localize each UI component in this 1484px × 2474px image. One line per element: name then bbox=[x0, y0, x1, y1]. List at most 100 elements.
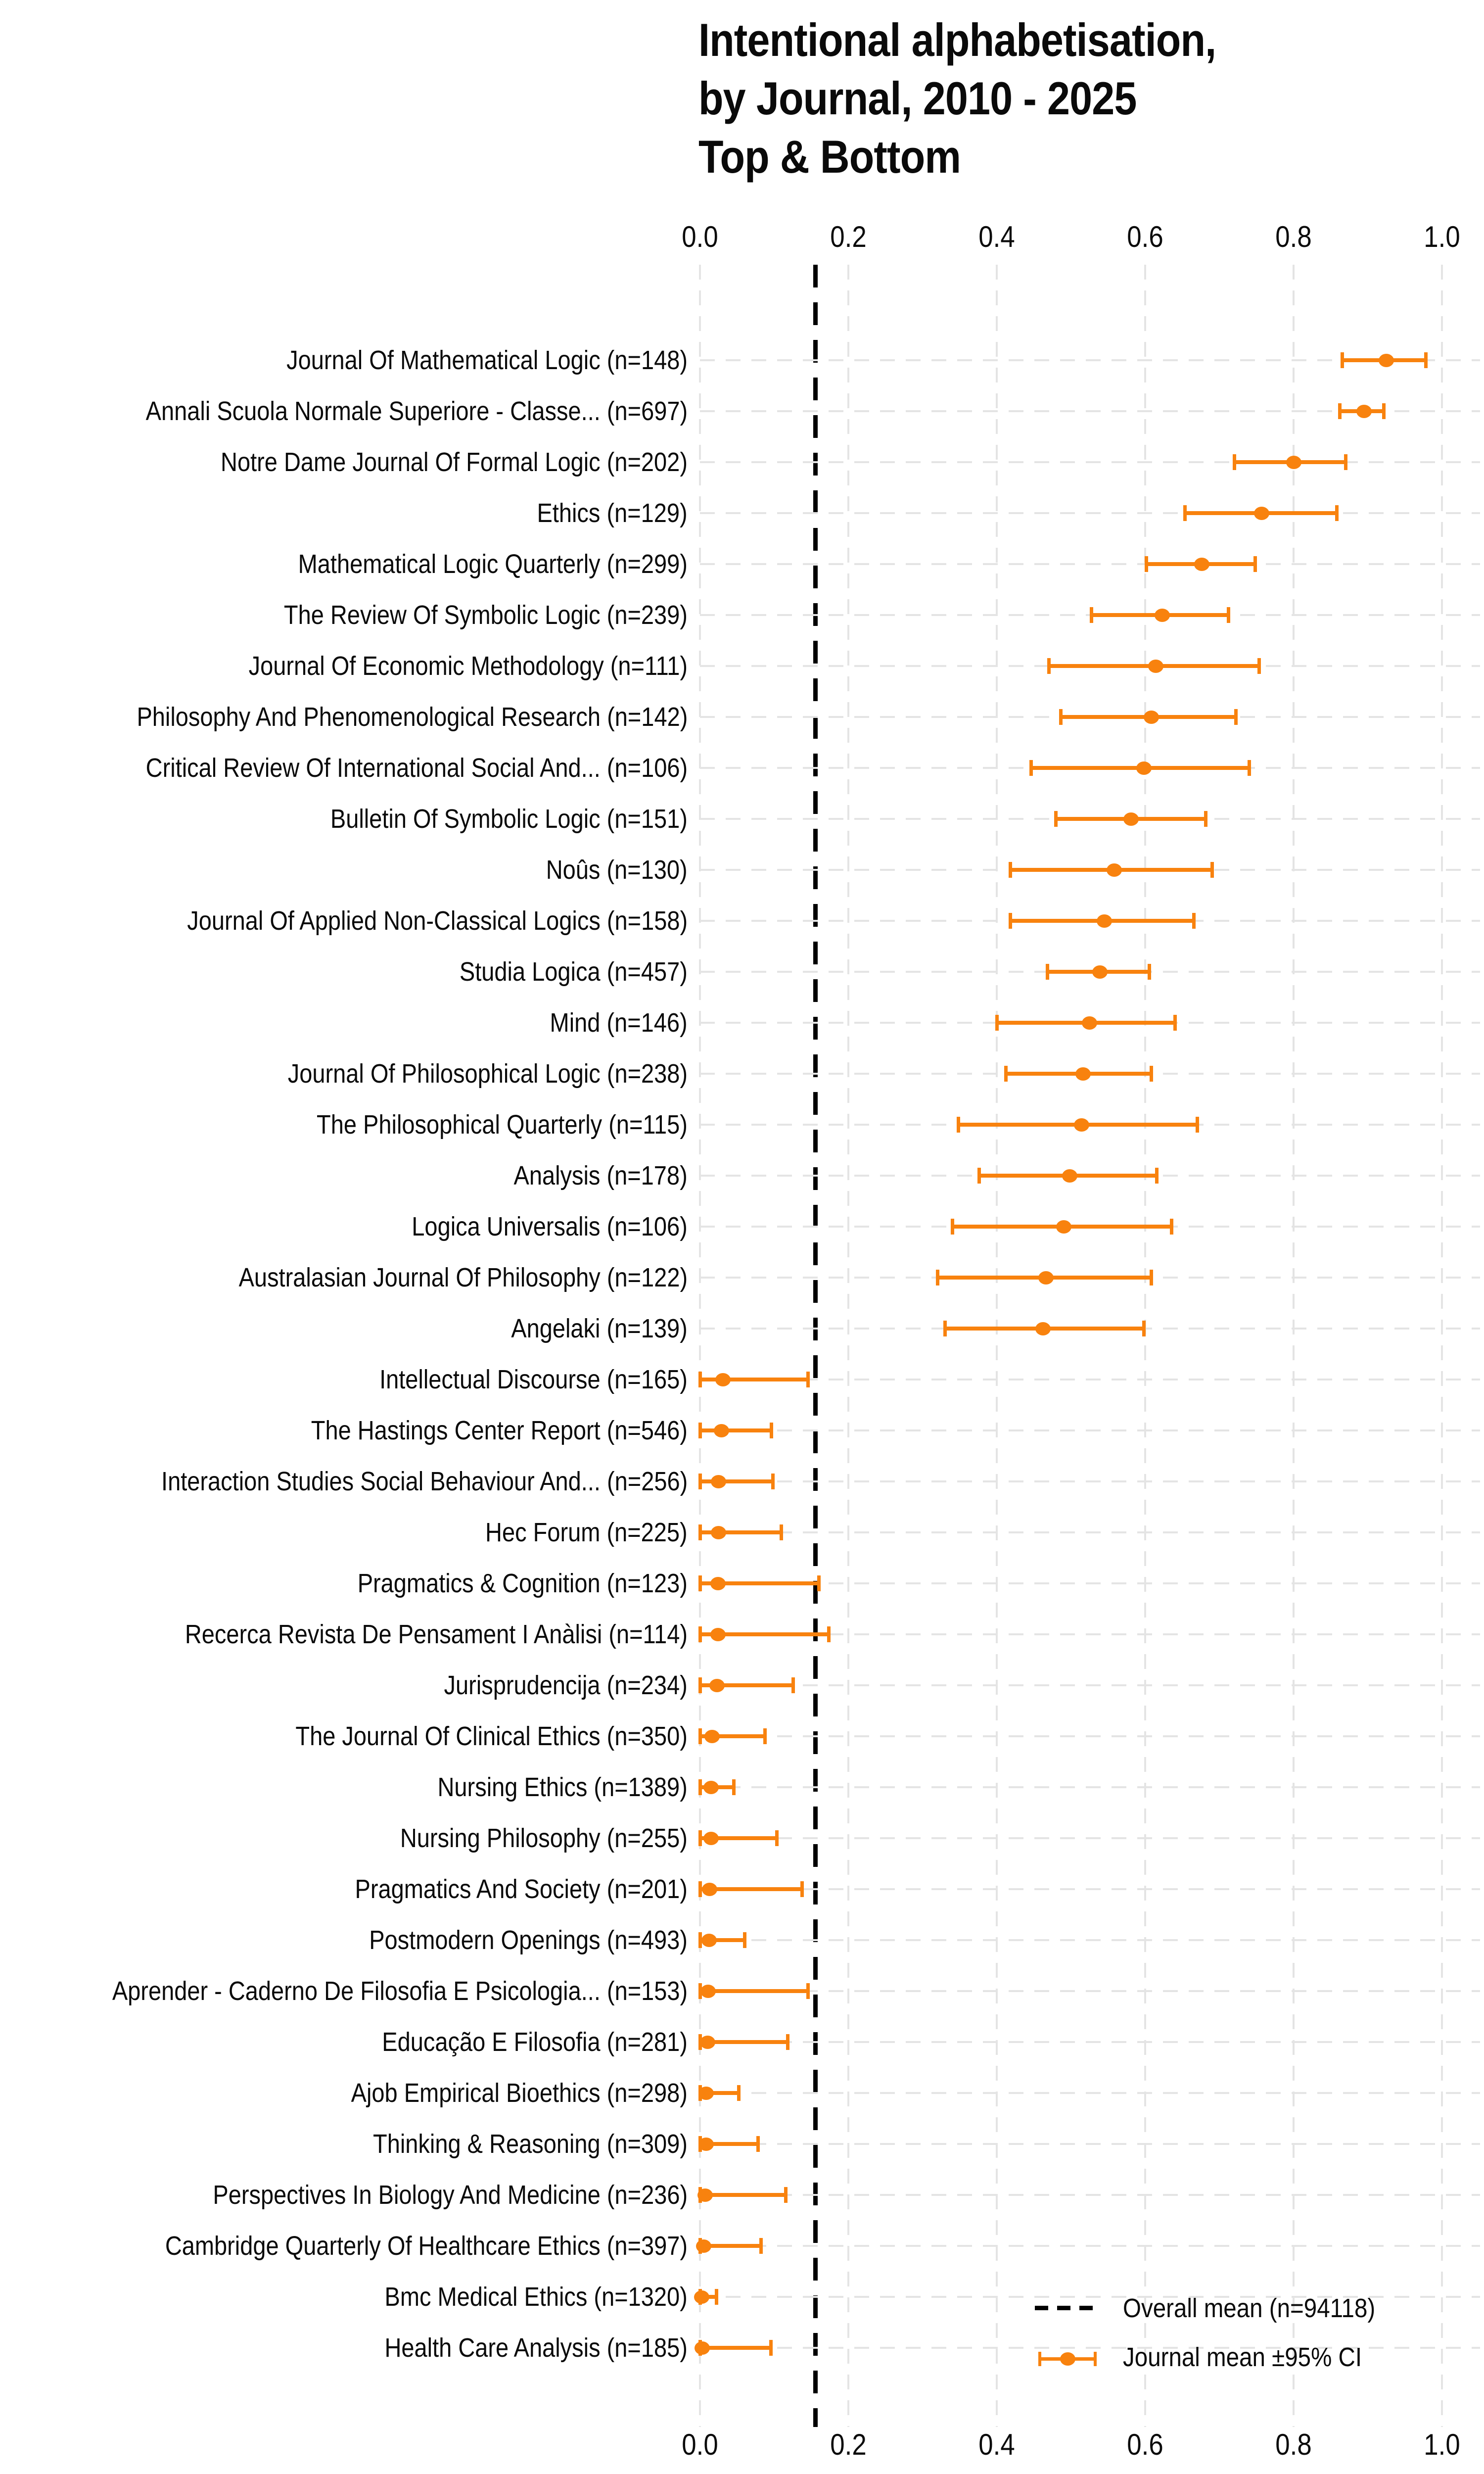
row-label: Pragmatics And Society (n=201) bbox=[355, 1874, 688, 1904]
ci-cap-high bbox=[827, 1626, 831, 1642]
row-label: Ethics (n=129) bbox=[537, 498, 688, 528]
journal-mean-point bbox=[1143, 710, 1159, 724]
ci-cap-low bbox=[951, 1219, 954, 1235]
legend-overall-mean-label: Overall mean (n=94118) bbox=[1123, 2293, 1376, 2323]
ci-cap-low bbox=[698, 1932, 702, 1948]
row-label: Jurisprudencija (n=234) bbox=[444, 1670, 688, 1700]
ci-cap-low bbox=[698, 1830, 702, 1846]
chart-title-line2: by Journal, 2010 - 2025 bbox=[698, 72, 1137, 124]
row-label: Recerca Revista De Pensament I Anàlisi (… bbox=[185, 1619, 688, 1649]
row-label: Angelaki (n=139) bbox=[511, 1314, 688, 1343]
ci-bar bbox=[700, 1836, 777, 1840]
row-gridline bbox=[700, 2347, 1480, 2349]
ci-cap-low bbox=[1054, 811, 1058, 827]
ci-cap-high bbox=[1257, 658, 1261, 674]
ci-cap-high bbox=[1234, 709, 1238, 725]
journal-mean-point bbox=[702, 1882, 717, 1896]
journal-mean-point bbox=[694, 2290, 709, 2304]
row-label: Thinking & Reasoning (n=309) bbox=[373, 2129, 688, 2159]
x-tick-label-top: 0.0 bbox=[682, 220, 718, 253]
row-label: Educação E Filosofia (n=281) bbox=[382, 2027, 688, 2057]
journal-mean-point bbox=[1155, 608, 1170, 622]
journal-mean-point bbox=[695, 2341, 710, 2355]
ci-cap-low bbox=[698, 1372, 702, 1387]
journal-mean-point bbox=[1136, 761, 1152, 775]
journal-mean-point bbox=[1056, 1220, 1071, 1234]
row-label: Nursing Ethics (n=1389) bbox=[437, 1772, 688, 1802]
row-gridline bbox=[700, 1633, 1480, 1635]
row-label: Annali Scuola Normale Superiore - Classe… bbox=[145, 396, 688, 426]
vertical-gridline bbox=[996, 265, 998, 2427]
ci-cap-high bbox=[763, 1728, 767, 1744]
ci-cap-low bbox=[1233, 454, 1236, 470]
journal-mean-point bbox=[704, 1729, 720, 1743]
row-label: Noûs (n=130) bbox=[546, 855, 688, 885]
x-tick-label-top: 0.4 bbox=[978, 220, 1015, 253]
vertical-gridline bbox=[1293, 265, 1295, 2427]
ci-cap-high bbox=[1335, 505, 1339, 521]
ci-bar bbox=[700, 1938, 744, 1942]
journal-mean-point bbox=[711, 1525, 726, 1539]
ci-cap-low bbox=[943, 1321, 947, 1336]
row-gridline bbox=[700, 1735, 1480, 1737]
journal-mean-point bbox=[1254, 506, 1269, 520]
row-gridline bbox=[700, 1684, 1480, 1686]
ci-cap-low bbox=[1089, 607, 1093, 623]
legend-journal-mean-label: Journal mean ±95% CI bbox=[1123, 2342, 1362, 2372]
row-gridline bbox=[700, 1582, 1480, 1584]
overall-mean-line bbox=[813, 265, 818, 2427]
row-gridline bbox=[700, 1888, 1480, 1890]
ci-cap-high bbox=[800, 1881, 804, 1897]
ci-bar bbox=[700, 1989, 808, 1993]
journal-mean-point bbox=[699, 2035, 715, 2049]
ci-cap-low bbox=[698, 1881, 702, 1897]
ci-cap-high bbox=[1150, 1270, 1153, 1285]
ci-cap-high bbox=[1169, 1219, 1173, 1235]
ci-cap-low bbox=[1004, 1066, 1008, 1082]
ci-cap-low bbox=[698, 1779, 702, 1795]
journal-mean-point bbox=[703, 1831, 719, 1845]
ci-cap-high bbox=[1382, 403, 1386, 419]
x-tick-label-top: 1.0 bbox=[1424, 220, 1460, 253]
journal-mean-point bbox=[1097, 914, 1112, 928]
ci-bar bbox=[700, 2193, 786, 2197]
row-label: Mathematical Logic Quarterly (n=299) bbox=[298, 549, 688, 579]
ci-cap-low bbox=[1046, 964, 1049, 980]
ci-cap-low bbox=[1009, 913, 1012, 929]
ci-cap-low bbox=[995, 1015, 999, 1031]
journal-mean-point bbox=[1123, 812, 1139, 826]
ci-cap-high bbox=[806, 1372, 810, 1387]
row-label: Journal Of Applied Non-Classical Logics … bbox=[187, 906, 688, 936]
row-label: Nursing Philosophy (n=255) bbox=[400, 1823, 688, 1853]
ci-cap-low bbox=[1047, 658, 1051, 674]
ci-bar bbox=[700, 2346, 771, 2350]
row-gridline bbox=[700, 1379, 1480, 1380]
row-label: Aprender - Caderno De Filosofia E Psicol… bbox=[112, 1976, 688, 2006]
journal-mean-point bbox=[709, 1678, 725, 1692]
journal-mean-point bbox=[1194, 557, 1209, 571]
ci-cap-high bbox=[732, 1779, 736, 1795]
ci-cap-high bbox=[1210, 862, 1214, 878]
row-gridline bbox=[700, 410, 1480, 412]
journal-mean-point bbox=[1082, 1016, 1097, 1030]
journal-mean-point bbox=[1062, 1169, 1077, 1183]
row-label: The Review Of Symbolic Logic (n=239) bbox=[284, 600, 688, 630]
ci-cap-low bbox=[698, 1728, 702, 1744]
row-label: Interaction Studies Social Behaviour And… bbox=[161, 1467, 688, 1496]
row-label: Australasian Journal Of Philosophy (n=12… bbox=[238, 1263, 688, 1292]
journal-mean-point bbox=[1106, 863, 1122, 877]
journal-mean-point bbox=[1379, 353, 1394, 367]
ci-cap-low bbox=[1338, 403, 1342, 419]
legend: Overall mean (n=94118) Journal mean ±95%… bbox=[1029, 2282, 1464, 2391]
x-tick-label-top: 0.6 bbox=[1127, 220, 1163, 253]
ci-cap-high bbox=[775, 1830, 779, 1846]
ci-cap-high bbox=[806, 1983, 810, 1999]
row-gridline bbox=[700, 2296, 1480, 2298]
journal-mean-errorbar-icon bbox=[1029, 2341, 1108, 2376]
ci-cap-high bbox=[791, 1677, 795, 1693]
row-gridline bbox=[700, 1531, 1480, 1533]
row-gridline bbox=[700, 1480, 1480, 1482]
ci-cap-low bbox=[957, 1117, 960, 1133]
row-label: Bulletin Of Symbolic Logic (n=151) bbox=[330, 804, 688, 834]
